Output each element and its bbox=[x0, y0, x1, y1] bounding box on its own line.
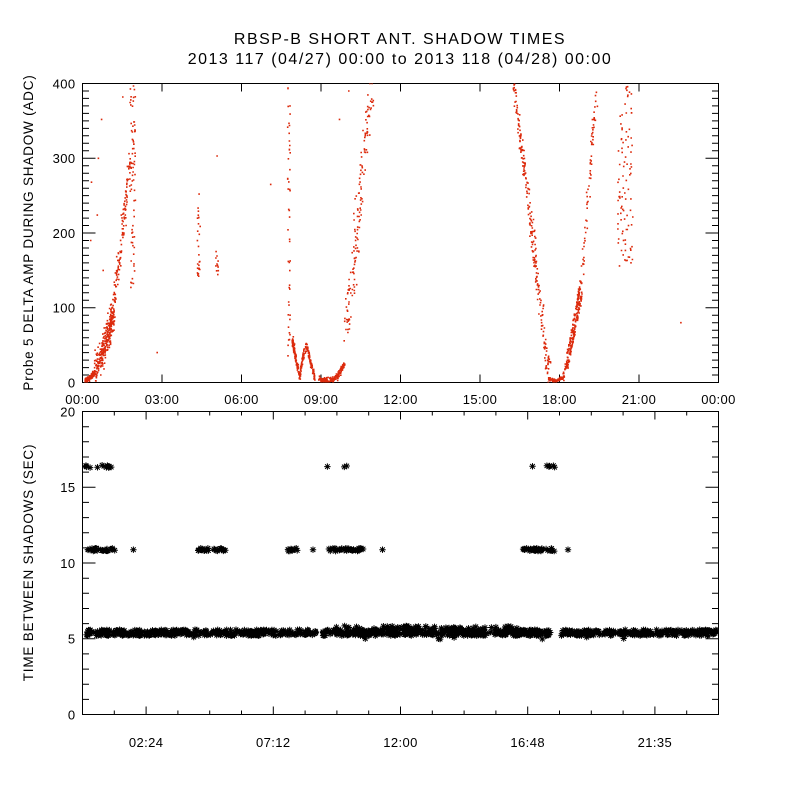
bottom-axis-tick-labels: 02:24 07:12 12:00 16:48 21:35 0 5 10 15 20 bbox=[60, 404, 672, 750]
bottom-tick-marks bbox=[82, 411, 719, 715]
top-y-tick-label: 100 bbox=[53, 301, 76, 316]
top-tick-marks bbox=[82, 83, 719, 383]
bottom-scatter-points bbox=[82, 462, 719, 643]
bottom-plot-frame bbox=[82, 411, 719, 715]
top-y-tick-label: 400 bbox=[53, 76, 76, 91]
bottom-y-tick-label: 0 bbox=[68, 707, 76, 722]
top-x-tick-label: 03:00 bbox=[145, 392, 180, 407]
top-x-tick-label: 06:00 bbox=[224, 392, 259, 407]
bottom-x-tick-label: 21:35 bbox=[638, 735, 673, 750]
bottom-y-tick-label: 5 bbox=[68, 632, 76, 647]
top-x-tick-label: 15:00 bbox=[463, 392, 498, 407]
top-panel: 00:00 03:00 06:00 09:00 12:00 15:00 18:00 21:00… bbox=[21, 74, 736, 407]
top-x-tick-label: 12:00 bbox=[383, 392, 418, 407]
chart-title: RBSP-B SHORT ANT. SHADOW TIMES bbox=[234, 31, 566, 48]
bottom-x-tick-label: 12:00 bbox=[383, 735, 418, 750]
top-x-tick-label: 21:00 bbox=[622, 392, 657, 407]
top-x-tick-label: 00:00 bbox=[65, 392, 100, 407]
top-axis-ticks bbox=[82, 83, 719, 383]
bottom-y-tick-label: 15 bbox=[60, 480, 75, 495]
top-x-tick-label: 00:00 bbox=[701, 392, 736, 407]
bottom-data-points bbox=[82, 462, 719, 643]
top-x-tick-label: 18:00 bbox=[542, 392, 577, 407]
top-y-axis-title: Probe 5 DELTA AMP DURING SHADOW (ADC) bbox=[21, 74, 36, 390]
bottom-y-axis-title: TIME BETWEEN SHADOWS (SEC) bbox=[21, 444, 36, 682]
bottom-x-tick-label: 02:24 bbox=[129, 735, 164, 750]
top-y-tick-label: 300 bbox=[53, 151, 76, 166]
top-y-tick-label: 200 bbox=[53, 226, 76, 241]
top-axis-tick-labels: 00:00 03:00 06:00 09:00 12:00 15:00 18:00 21:00… bbox=[53, 76, 736, 407]
bottom-y-tick-label: 20 bbox=[60, 404, 75, 419]
top-y-tick-label: 0 bbox=[68, 375, 76, 390]
bottom-x-tick-label: 07:12 bbox=[256, 735, 291, 750]
bottom-x-tick-label: 16:48 bbox=[510, 735, 545, 750]
top-x-tick-label: 09:00 bbox=[304, 392, 339, 407]
top-data-points bbox=[84, 83, 682, 383]
bottom-y-tick-label: 10 bbox=[60, 556, 75, 571]
bottom-axis-ticks bbox=[82, 411, 719, 715]
bottom-panel: 02:24 07:12 12:00 16:48 21:35 0 5 10 15 20 TIME B… bbox=[21, 404, 719, 750]
chart-subtitle: 2013 117 (04/27) 00:00 to 2013 118 (04/2… bbox=[188, 51, 613, 68]
top-scatter-points bbox=[84, 83, 682, 383]
